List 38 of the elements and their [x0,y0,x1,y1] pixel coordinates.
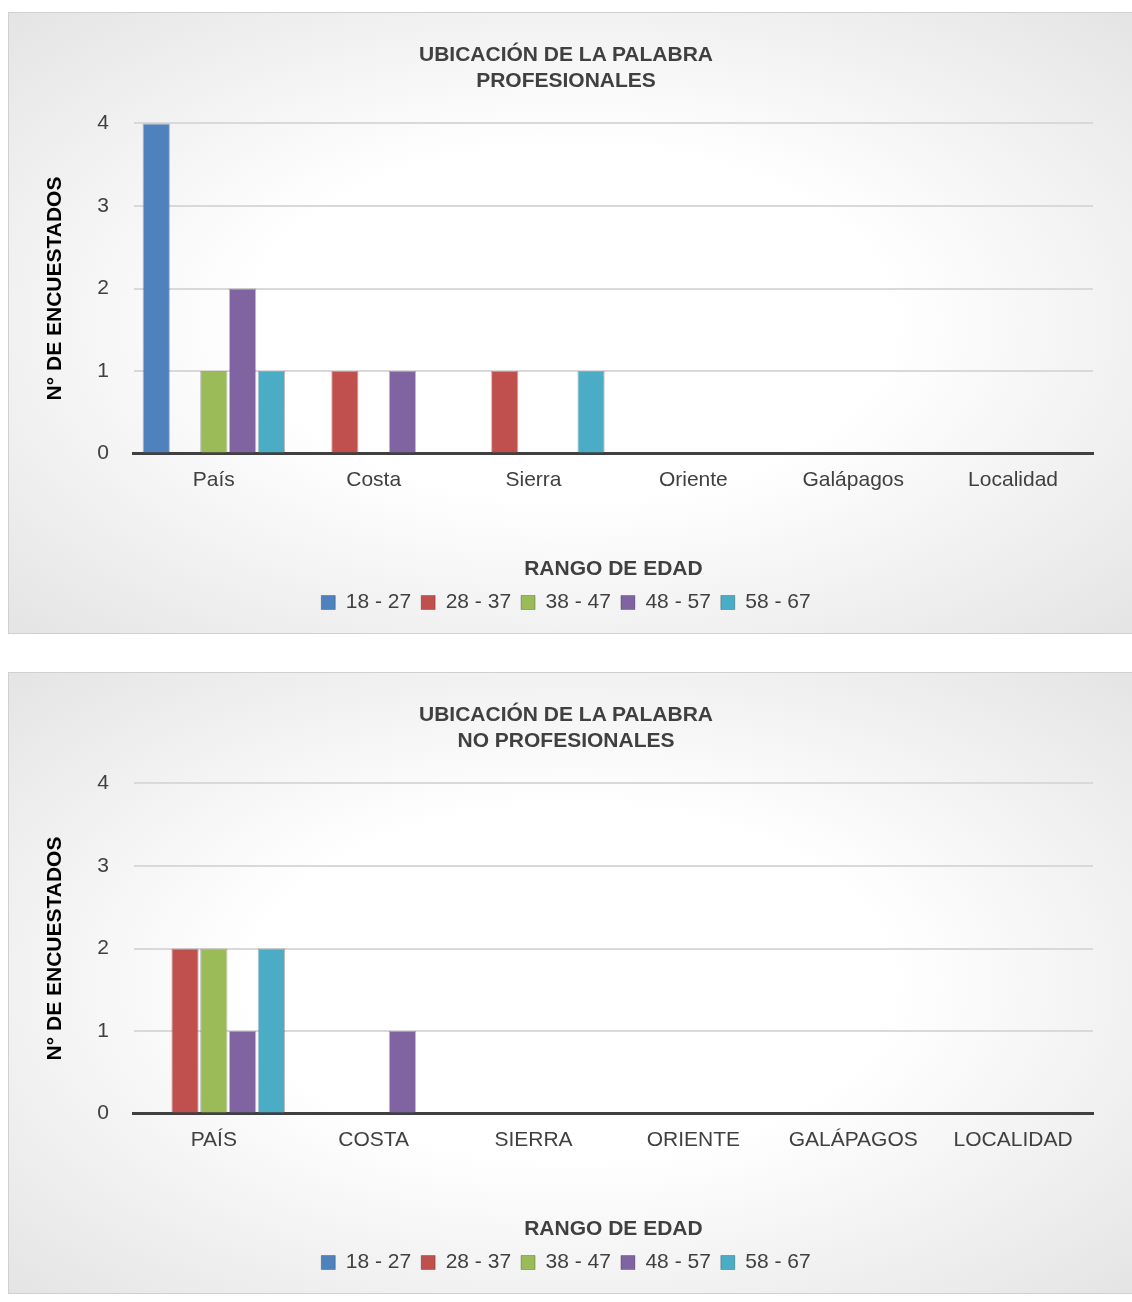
legend-label: 58 - 67 [745,589,811,613]
x-tick-label: Sierra [505,467,562,490]
chart-title: UBICACIÓN DE LA PALABRA NO PROFESIONALES [419,702,713,751]
y-tick-label: 4 [97,770,110,794]
y-tick-label: 2 [97,935,109,959]
y-tick-label: 2 [97,275,109,299]
y-tick-label: 0 [97,440,109,464]
x-tick-label: GALÁPAGOS [788,1127,918,1150]
x-tick-label: Costa [346,467,402,490]
x-tick-label: País [192,467,235,490]
y-tick-label: 1 [97,357,109,381]
legend-label: 58 - 67 [745,1249,811,1273]
x-tick-label: ORIENTE [646,1127,741,1150]
legend-label: 18 - 27 [345,1249,412,1273]
legend-label: 38 - 47 [545,1249,611,1273]
y-tick-label: 3 [97,192,109,216]
y-tick-label: 1 [97,1017,109,1041]
y-axis-title: N° DE ENCUESTADOS [42,176,66,401]
y-tick-label: 4 [97,110,110,134]
x-tick-label: PAÍS [190,1127,237,1150]
x-tick-label: Localidad [968,467,1059,490]
legend-label: 28 - 37 [445,589,512,613]
chart-title: UBICACIÓN DE LA PALABRA PROFESIONALES [419,42,713,91]
x-tick-label: COSTA [338,1127,410,1150]
legend-label: 28 - 37 [445,1249,512,1273]
legend-label: 38 - 47 [545,589,611,613]
x-tick-label: SIERRA [494,1127,573,1150]
x-tick-label: Oriente [658,467,728,490]
x-axis-title: RANGO DE EDAD [524,1216,703,1240]
x-tick-label: LOCALIDAD [953,1127,1073,1150]
y-axis-title: N° DE ENCUESTADOS [42,836,66,1061]
y-tick-label: 0 [97,1100,109,1124]
legend-label: 48 - 57 [645,589,711,613]
legend-label: 18 - 27 [345,589,412,613]
y-tick-label: 3 [97,852,109,876]
x-axis-title: RANGO DE EDAD [524,556,703,580]
legend-label: 48 - 57 [645,1249,711,1273]
x-tick-label: Galápagos [802,467,905,490]
